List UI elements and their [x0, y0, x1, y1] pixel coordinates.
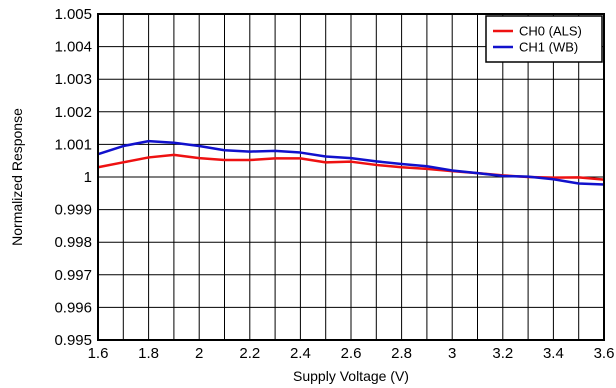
x-axis-title: Supply Voltage (V) — [293, 368, 409, 384]
x-tick-label: 2 — [195, 345, 203, 362]
x-tick-label: 2.6 — [341, 345, 362, 362]
series-lines — [97, 139, 605, 186]
legend-box — [485, 15, 603, 63]
y-tick-label: 0.999 — [54, 202, 92, 219]
y-tick-label: 1.001 — [54, 136, 92, 153]
y-tick-label: 0.997 — [54, 267, 92, 284]
legend: CH0 (ALS) CH1 (WB) — [485, 15, 603, 63]
legend-label-ch0: CH0 (ALS) — [519, 24, 582, 39]
y-tick-label: 1.005 — [54, 6, 92, 23]
plot-area-frame — [97, 13, 605, 341]
y-tick-label: 1 — [84, 169, 92, 186]
x-tick-label: 2.8 — [391, 345, 412, 362]
x-tick-label: 1.8 — [138, 345, 159, 362]
x-tick-label: 3.6 — [594, 345, 615, 362]
x-tick-label: 3 — [448, 345, 456, 362]
x-tick-label: 2.2 — [239, 345, 260, 362]
x-tick-label: 2.4 — [290, 345, 311, 362]
y-tick-label: 1.004 — [54, 39, 92, 56]
y-tick-label: 1.002 — [54, 104, 92, 121]
x-tick-label: 1.6 — [88, 345, 109, 362]
y-tick-label: 0.998 — [54, 234, 92, 251]
series-line-ch1 — [97, 139, 605, 186]
tick-labels: 1.6 1.8 2 2.2 2.4 2.6 2.8 3 3.2 3.4 3.6 0.995 0.996 0… — [54, 6, 614, 362]
y-tick-label: 0.996 — [54, 299, 92, 316]
x-tick-label: 3.4 — [543, 345, 564, 362]
y-tick-label: 1.003 — [54, 71, 92, 88]
legend-label-ch1: CH1 (WB) — [519, 40, 578, 55]
x-tick-label: 3.2 — [492, 345, 513, 362]
y-axis-title: Normalized Response — [9, 108, 25, 246]
y-tick-label: 0.995 — [54, 332, 92, 349]
